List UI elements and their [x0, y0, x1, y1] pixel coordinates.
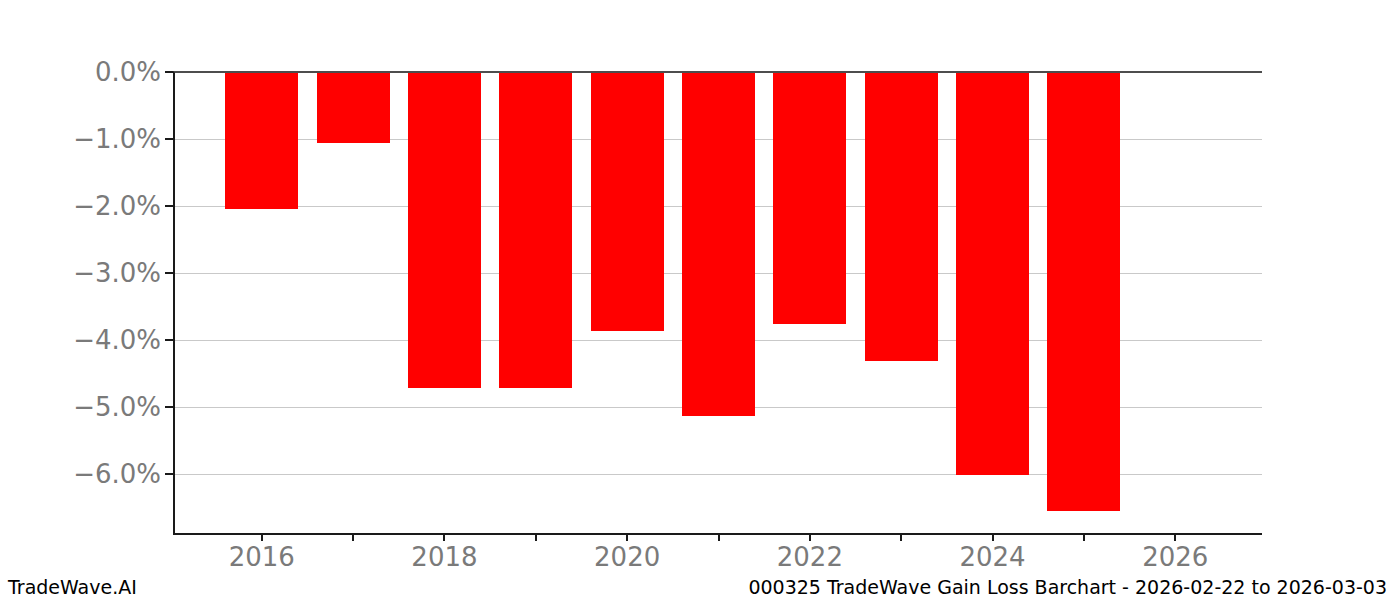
plot-area	[173, 71, 1262, 535]
x-tick-label-2016: 2016	[229, 542, 295, 573]
x-tick-2024	[992, 533, 994, 541]
x-tick-2020	[626, 533, 628, 541]
y-tick-label--2: −2.0%	[73, 193, 161, 219]
gain-loss-barchart: TradeWave.AI 000325 TradeWave Gain Loss …	[0, 0, 1400, 600]
y-tick--1	[165, 138, 173, 140]
x-tick-label-2024: 2024	[959, 542, 1025, 573]
x-tick-label-2018: 2018	[411, 542, 477, 573]
x-tick-label-2022: 2022	[777, 542, 843, 573]
x-tick-2025	[1083, 533, 1085, 541]
y-tick-0	[165, 71, 173, 73]
x-tick-2026	[1174, 533, 1176, 541]
bar-2023	[865, 73, 938, 361]
bar-2016	[225, 73, 298, 209]
y-tick--4	[165, 339, 173, 341]
y-tick--6	[165, 473, 173, 475]
chart-footer-title: 000325 TradeWave Gain Loss Barchart - 20…	[748, 577, 1387, 598]
bar-2021	[682, 73, 755, 416]
brand-text: TradeWave.AI	[8, 577, 137, 598]
x-tick-label-2020: 2020	[594, 542, 660, 573]
x-tick-2022	[809, 533, 811, 541]
x-tick-2021	[718, 533, 720, 541]
bar-2020	[591, 73, 664, 331]
y-tick--2	[165, 205, 173, 207]
y-tick--5	[165, 406, 173, 408]
bar-2024	[956, 73, 1029, 475]
y-tick-label-0: 0.0%	[95, 59, 161, 85]
x-tick-2018	[443, 533, 445, 541]
x-tick-label-2026: 2026	[1142, 542, 1208, 573]
x-tick-2016	[261, 533, 263, 541]
y-tick-label--4: −4.0%	[73, 327, 161, 353]
y-tick-label--5: −5.0%	[73, 394, 161, 420]
bar-2025	[1047, 73, 1120, 511]
bar-2017	[317, 73, 390, 143]
bar-2022	[773, 73, 846, 324]
x-tick-2017	[352, 533, 354, 541]
bar-2018	[408, 73, 481, 388]
y-tick-label--6: −6.0%	[73, 461, 161, 487]
bar-2019	[499, 73, 572, 388]
y-tick-label--3: −3.0%	[73, 260, 161, 286]
y-tick--3	[165, 272, 173, 274]
x-tick-2023	[900, 533, 902, 541]
x-tick-2019	[535, 533, 537, 541]
y-tick-label--1: −1.0%	[73, 126, 161, 152]
